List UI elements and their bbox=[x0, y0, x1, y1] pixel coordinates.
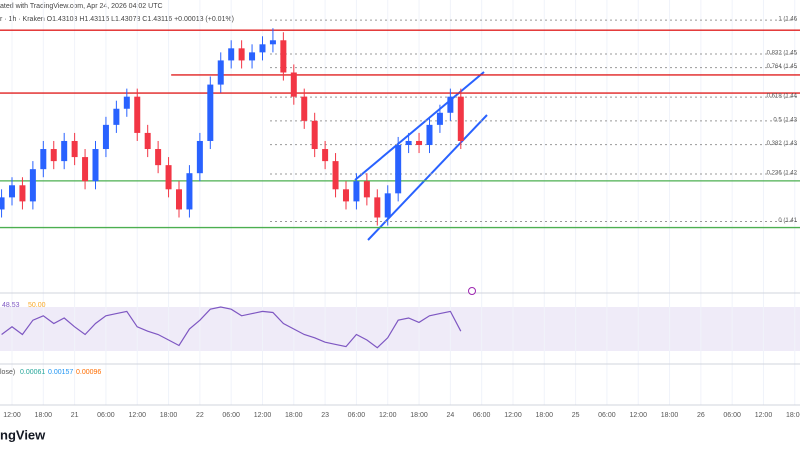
candle-body bbox=[92, 149, 99, 182]
x-tick-label: 06:00 bbox=[473, 412, 491, 419]
candle-body bbox=[228, 48, 235, 61]
x-tick-label: 12:00 bbox=[755, 412, 773, 419]
macd-signal: 0.00096 bbox=[76, 369, 101, 376]
x-tick-label: 26 bbox=[697, 412, 705, 419]
header-line1: ated with TradingView.com, Apr 24, 2026 … bbox=[0, 3, 163, 10]
candle-body bbox=[123, 96, 130, 109]
fib-label: 0.382 (1.43 bbox=[767, 141, 798, 147]
candle-body bbox=[238, 48, 245, 61]
rsi-band bbox=[0, 307, 800, 351]
candle-body bbox=[374, 197, 381, 218]
candle-body bbox=[426, 124, 433, 145]
fib-label: 1 (1.46 bbox=[778, 17, 797, 23]
x-tick-label: 18:00 bbox=[786, 412, 800, 419]
x-tick-label: 18:00 bbox=[410, 412, 428, 419]
candle-body bbox=[384, 193, 391, 218]
x-tick-label: 23 bbox=[321, 412, 329, 419]
candle-body bbox=[71, 140, 78, 158]
rsi-value: 48.53 bbox=[2, 302, 20, 309]
candle-body bbox=[342, 189, 349, 202]
marker-icon bbox=[468, 287, 476, 295]
candle-body bbox=[353, 181, 360, 202]
candle-body bbox=[165, 165, 172, 190]
candle-body bbox=[416, 140, 423, 145]
candle-body bbox=[82, 157, 89, 182]
candle-body bbox=[290, 72, 297, 97]
x-tick-label: 12:00 bbox=[128, 412, 146, 419]
candle-body bbox=[457, 96, 464, 141]
candle-body bbox=[259, 44, 266, 53]
x-tick-label: 06:00 bbox=[598, 412, 616, 419]
candle-body bbox=[363, 181, 370, 198]
candle-body bbox=[19, 185, 26, 202]
candle-body bbox=[134, 96, 141, 133]
x-tick-label: 21 bbox=[71, 412, 79, 419]
candle-body bbox=[207, 84, 214, 141]
x-tick-label: 22 bbox=[196, 412, 204, 419]
fib-label: 0.764 (1.45 bbox=[767, 64, 798, 70]
candle-body bbox=[395, 145, 402, 194]
candle-body bbox=[311, 120, 318, 150]
candle-body bbox=[144, 132, 151, 150]
x-tick-label: 12:00 bbox=[504, 412, 522, 419]
candle-body bbox=[332, 161, 339, 190]
fib-label: 0.5 (1.43 bbox=[773, 117, 797, 123]
candle-body bbox=[0, 197, 5, 210]
candle-body bbox=[61, 140, 68, 162]
candle-body bbox=[175, 189, 182, 210]
candle-body bbox=[113, 108, 120, 125]
candle-body bbox=[405, 140, 412, 145]
x-tick-label: 12:00 bbox=[629, 412, 647, 419]
x-tick-label: 06:00 bbox=[723, 412, 741, 419]
candle-body bbox=[249, 52, 256, 61]
candle-body bbox=[447, 96, 454, 113]
candle-body bbox=[29, 169, 36, 202]
rsi-ma: 50.00 bbox=[28, 302, 46, 309]
candle-body bbox=[102, 124, 109, 150]
rsi-line bbox=[1, 306, 462, 349]
macd-hist: 0.00061 bbox=[20, 369, 45, 376]
x-tick-label: 12:00 bbox=[379, 412, 397, 419]
x-tick-label: 06:00 bbox=[348, 412, 366, 419]
x-tick-label: 18:00 bbox=[661, 412, 679, 419]
x-tick-label: 18:00 bbox=[35, 412, 53, 419]
x-tick-label: 18:00 bbox=[160, 412, 178, 419]
candle-body bbox=[280, 40, 287, 73]
candle-body bbox=[186, 173, 193, 210]
candle-body bbox=[40, 149, 47, 170]
fib-label: 0.236 (1.42 bbox=[767, 171, 798, 177]
x-tick-label: 18:00 bbox=[285, 412, 303, 419]
candle-body bbox=[217, 60, 224, 85]
candle-body bbox=[269, 40, 276, 45]
candle-body bbox=[322, 149, 329, 162]
x-tick-label: 12:00 bbox=[3, 412, 21, 419]
candle-body bbox=[155, 149, 162, 166]
x-tick-label: 06:00 bbox=[97, 412, 115, 419]
brand: ngView bbox=[0, 427, 46, 442]
macd-line: 0.00157 bbox=[48, 369, 73, 376]
candle-body bbox=[301, 96, 308, 121]
x-tick-label: 12:00 bbox=[254, 412, 272, 419]
candle-body bbox=[196, 140, 203, 174]
fib-label: 0.832 (1.45 bbox=[767, 51, 798, 57]
header-line2: r · 1h · Kraken O1.43103 H1.43116 L1.430… bbox=[0, 16, 234, 23]
x-tick-label: 25 bbox=[572, 412, 580, 419]
candle-body bbox=[9, 185, 16, 198]
candle-body bbox=[50, 149, 57, 162]
x-tick-label: 06:00 bbox=[222, 412, 240, 419]
x-tick-label: 18:00 bbox=[536, 412, 554, 419]
fib-label: 0.618 (1.44 bbox=[767, 94, 798, 100]
fib-label: 0 (1.41 bbox=[778, 218, 797, 224]
macd-name: lose) bbox=[0, 369, 15, 376]
candle-body bbox=[436, 112, 443, 125]
x-tick-label: 24 bbox=[446, 412, 454, 419]
channel-line bbox=[354, 71, 485, 181]
